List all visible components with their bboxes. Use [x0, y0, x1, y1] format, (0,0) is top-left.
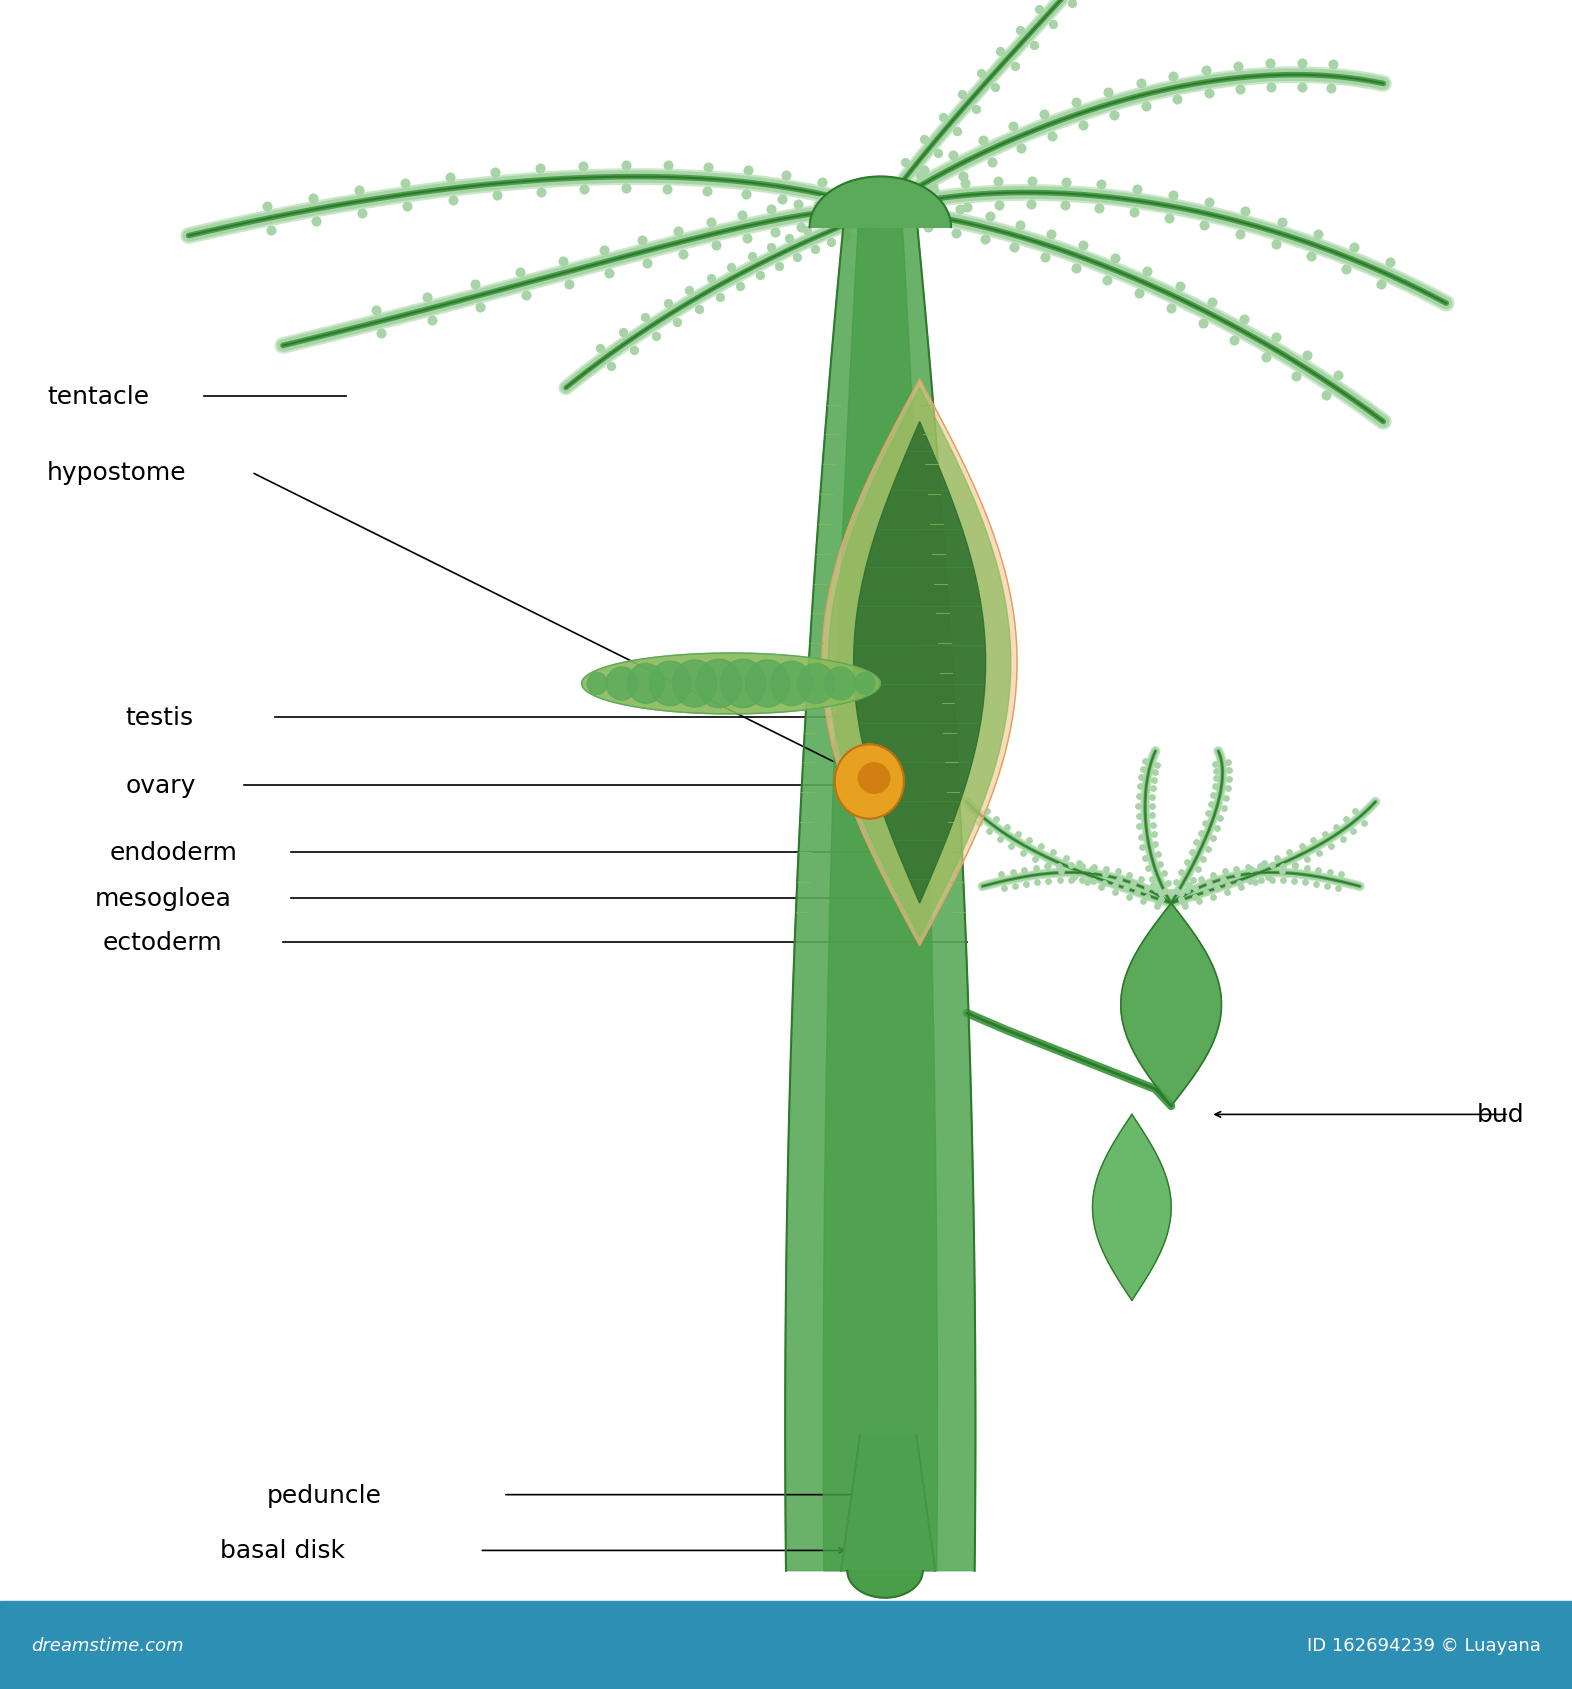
Circle shape: [855, 674, 874, 694]
Polygon shape: [1121, 904, 1221, 1106]
Polygon shape: [858, 763, 890, 794]
Text: hypostome: hypostome: [47, 461, 187, 485]
Text: peduncle: peduncle: [267, 1483, 382, 1507]
Polygon shape: [835, 745, 904, 819]
Text: dreamstime.com: dreamstime.com: [31, 1637, 184, 1654]
Circle shape: [770, 662, 813, 706]
Circle shape: [825, 667, 855, 701]
Circle shape: [673, 660, 717, 708]
Text: mesogloea: mesogloea: [94, 887, 231, 910]
Text: ID 162694239 © Luayana: ID 162694239 © Luayana: [1306, 1637, 1541, 1654]
Circle shape: [797, 664, 835, 704]
Polygon shape: [810, 177, 951, 228]
Polygon shape: [854, 422, 986, 904]
Text: testis: testis: [126, 706, 193, 730]
Text: basal disk: basal disk: [220, 1539, 346, 1562]
Text: endoderm: endoderm: [110, 841, 237, 865]
Text: bud: bud: [1478, 1103, 1525, 1127]
Circle shape: [649, 662, 692, 706]
Polygon shape: [1093, 1115, 1171, 1301]
Bar: [0, 1601, 1572, 1689]
Polygon shape: [828, 388, 1011, 937]
Circle shape: [627, 664, 665, 704]
Text: tentacle: tentacle: [47, 385, 149, 409]
Polygon shape: [847, 1571, 923, 1598]
Polygon shape: [784, 203, 976, 1571]
Circle shape: [588, 674, 607, 694]
Polygon shape: [822, 380, 1017, 946]
Circle shape: [607, 667, 637, 701]
Text: ovary: ovary: [126, 774, 196, 797]
Circle shape: [720, 660, 766, 708]
Circle shape: [696, 660, 742, 708]
Polygon shape: [582, 654, 880, 714]
Text: ectoderm: ectoderm: [102, 931, 222, 954]
Circle shape: [745, 660, 789, 708]
Polygon shape: [824, 203, 937, 1571]
Polygon shape: [841, 1436, 935, 1571]
